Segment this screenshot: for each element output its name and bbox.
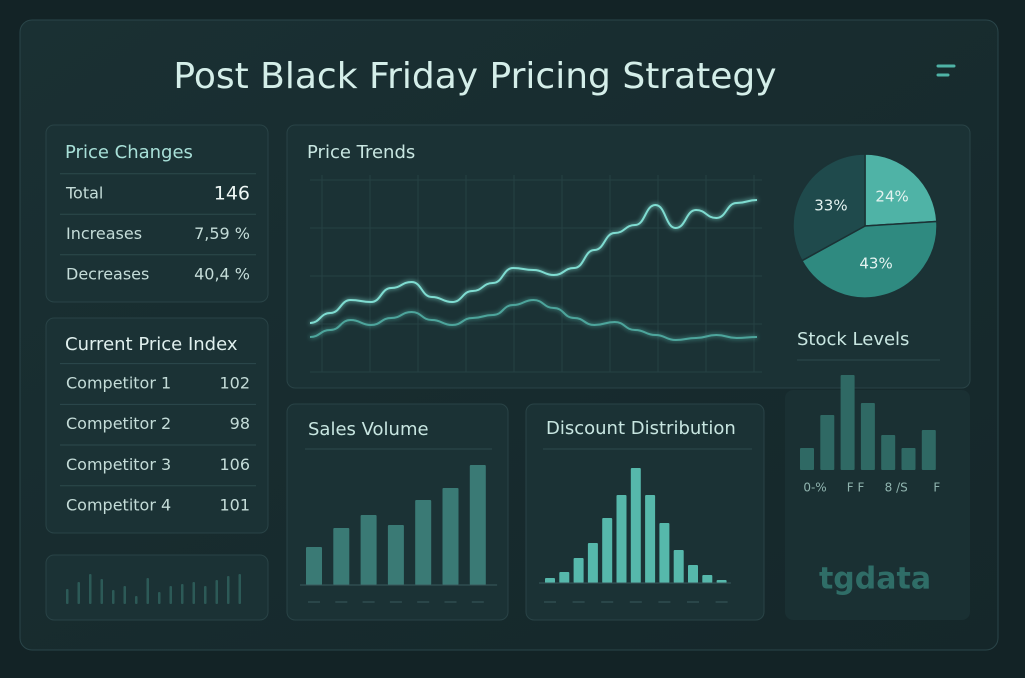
row-label: Increases bbox=[66, 224, 142, 243]
line-series bbox=[309, 199, 758, 324]
pie-slice bbox=[864, 153, 938, 227]
x-tick-label: F bbox=[933, 481, 940, 495]
bar bbox=[169, 586, 172, 604]
x-tick-label: 0-% bbox=[803, 481, 826, 495]
pie-label: 24% bbox=[875, 188, 908, 206]
bar bbox=[181, 584, 184, 604]
bar bbox=[415, 500, 432, 585]
card-title: Price Changes bbox=[65, 142, 193, 163]
bar bbox=[901, 448, 916, 470]
bar bbox=[135, 596, 138, 604]
line-series bbox=[309, 298, 758, 342]
bar bbox=[616, 495, 627, 583]
bar bbox=[860, 403, 875, 470]
bar bbox=[716, 580, 727, 583]
x-tick-label: 8 /S bbox=[885, 481, 908, 495]
bar bbox=[192, 582, 195, 604]
brand-logo: tgdata bbox=[819, 562, 931, 597]
bar bbox=[238, 574, 241, 604]
bar bbox=[442, 488, 459, 585]
page-title: Post Black Friday Pricing Strategy bbox=[173, 56, 776, 97]
chart-title: Sales Volume bbox=[308, 419, 429, 440]
row-label: Competitor 2 bbox=[66, 414, 171, 433]
chart-title: Stock Levels bbox=[797, 329, 909, 350]
bar bbox=[112, 590, 115, 604]
bar bbox=[333, 528, 350, 585]
pie-slice bbox=[800, 220, 938, 299]
pie-label: 33% bbox=[814, 196, 847, 214]
bar bbox=[77, 582, 80, 604]
row-label: Total bbox=[65, 184, 103, 203]
bar bbox=[587, 543, 598, 583]
bar bbox=[387, 525, 404, 585]
bar bbox=[215, 580, 218, 604]
row-label: Competitor 3 bbox=[66, 455, 171, 474]
bar bbox=[881, 435, 896, 470]
bar bbox=[800, 448, 814, 470]
row-value: 98 bbox=[230, 414, 250, 433]
bar bbox=[921, 430, 936, 470]
card bbox=[286, 124, 971, 389]
bar bbox=[204, 586, 207, 604]
bar bbox=[645, 495, 656, 583]
bar bbox=[820, 415, 835, 470]
bar bbox=[630, 468, 641, 583]
menu-icon[interactable] bbox=[936, 64, 956, 77]
card bbox=[45, 124, 269, 303]
bar bbox=[659, 523, 670, 583]
bar bbox=[66, 589, 69, 604]
card bbox=[45, 317, 269, 534]
bar bbox=[360, 515, 377, 585]
bar bbox=[688, 565, 698, 583]
bar bbox=[146, 578, 149, 604]
x-tick-label: F F bbox=[847, 481, 865, 495]
bar bbox=[100, 579, 103, 604]
bar bbox=[158, 592, 161, 604]
row-value: 102 bbox=[219, 374, 250, 393]
bar bbox=[559, 572, 570, 583]
chart-title: Discount Distribution bbox=[546, 418, 736, 439]
bar bbox=[123, 586, 126, 604]
row-value: 106 bbox=[219, 455, 250, 474]
pie-label: 43% bbox=[859, 255, 892, 273]
bar bbox=[469, 465, 486, 585]
row-label: Competitor 1 bbox=[66, 374, 171, 393]
chart-title: Price Trends bbox=[307, 142, 415, 163]
row-label: Decreases bbox=[66, 265, 149, 284]
row-value: 40,4 % bbox=[194, 265, 250, 284]
bar bbox=[602, 518, 613, 583]
bar bbox=[545, 578, 555, 583]
bar bbox=[573, 558, 584, 583]
bar bbox=[840, 375, 855, 470]
row-value: 7,59 % bbox=[194, 224, 250, 243]
row-value: 101 bbox=[219, 496, 250, 515]
bar bbox=[89, 574, 92, 604]
bar bbox=[673, 550, 684, 583]
row-label: Competitor 4 bbox=[66, 496, 171, 515]
pie-slice bbox=[792, 153, 866, 262]
card-title: Current Price Index bbox=[65, 334, 238, 355]
bar bbox=[702, 575, 713, 583]
card bbox=[525, 403, 765, 621]
bar bbox=[227, 576, 230, 604]
row-value: 146 bbox=[214, 183, 250, 205]
bar bbox=[306, 547, 322, 585]
